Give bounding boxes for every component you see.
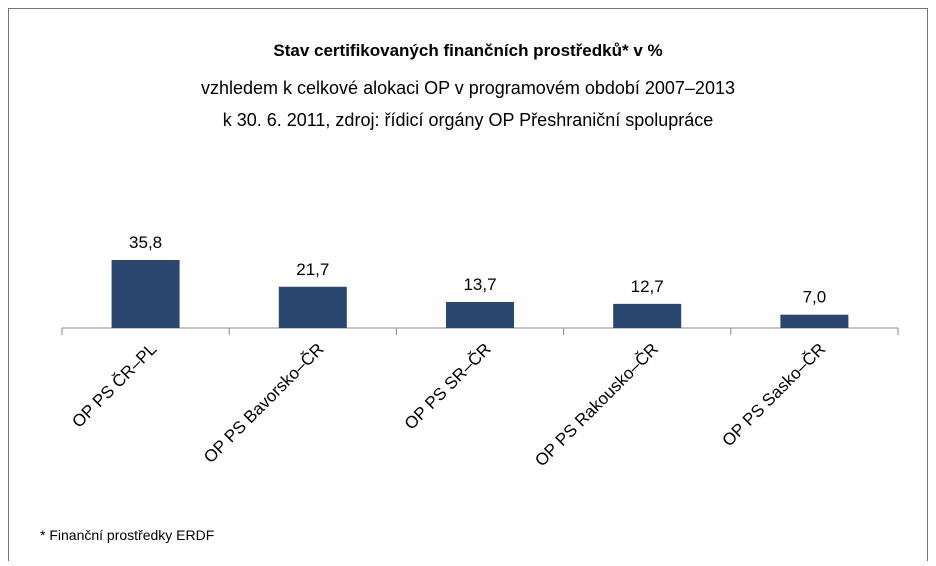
x-tick-label: OP PS Bavorsko–ČR — [200, 339, 327, 466]
x-tick-label: OP PS ČR–PL — [68, 339, 160, 431]
x-tick-label: OP PS SR–ČR — [401, 339, 495, 433]
x-tick-label: OP PS Rakousko–ČR — [531, 339, 662, 470]
chart-title: Stav certifikovaných finančních prostřed… — [273, 41, 662, 60]
value-label: 21,7 — [296, 260, 329, 279]
value-label: 13,7 — [463, 275, 496, 294]
bar — [446, 301, 514, 328]
bar — [613, 303, 682, 328]
x-tick-label: OP PS Sasko–ČR — [718, 339, 829, 450]
chart-subtitle: vzhledem k celkové alokaci OP v programo… — [201, 78, 735, 98]
chart-subtitle: k 30. 6. 2011, zdroj: řídicí orgány OP P… — [223, 110, 714, 130]
bar — [111, 259, 180, 328]
footnote: * Finanční prostředky ERDF — [40, 527, 214, 543]
bar — [780, 314, 849, 328]
value-label: 35,8 — [129, 233, 162, 252]
chart-border — [8, 8, 928, 566]
bar — [278, 286, 347, 328]
value-label: 7,0 — [803, 288, 827, 307]
value-label: 12,7 — [631, 277, 664, 296]
